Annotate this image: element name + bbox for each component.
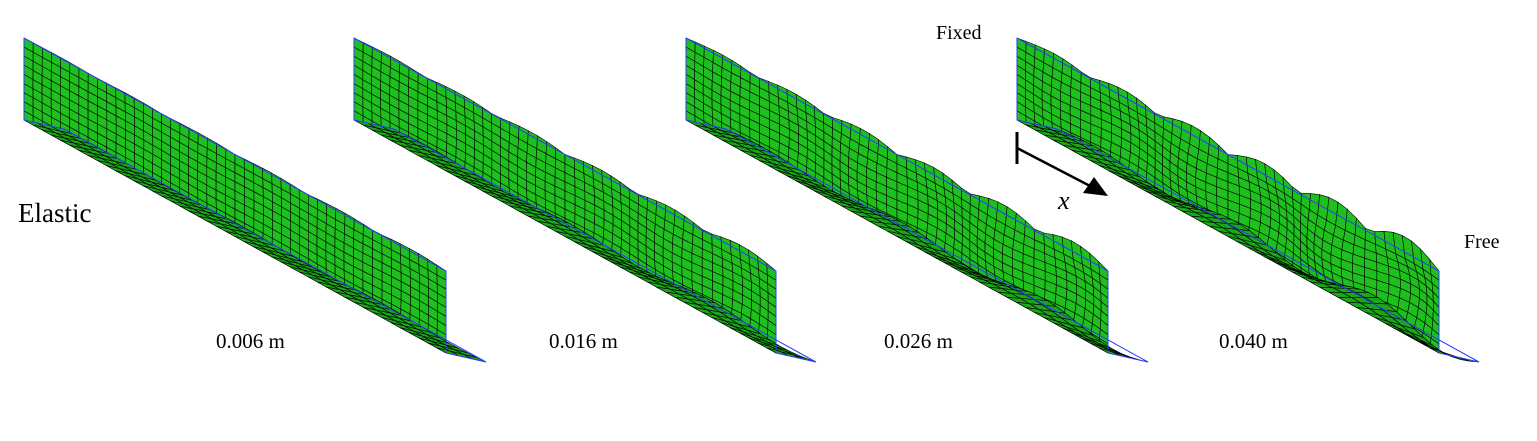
beam-mesh-3 bbox=[685, 37, 1149, 363]
axis-shaft bbox=[1016, 146, 1093, 189]
axis-arrowhead bbox=[1083, 177, 1108, 196]
reference-outline-1 bbox=[23, 37, 487, 363]
free-end-label: Free bbox=[1464, 231, 1500, 253]
displacement-label-3: 0.026 m bbox=[884, 329, 953, 353]
reference-outline-2 bbox=[353, 37, 817, 363]
material-label: Elastic bbox=[18, 198, 92, 228]
displacement-label-2: 0.016 m bbox=[549, 329, 618, 353]
fixed-end-label: Fixed bbox=[936, 22, 982, 44]
beam-mesh-2 bbox=[353, 37, 817, 363]
reference-outline-4 bbox=[1016, 37, 1480, 363]
reference-outline-3 bbox=[685, 37, 1149, 363]
displacement-label-4: 0.040 m bbox=[1219, 329, 1288, 353]
beam-mesh-4 bbox=[1016, 37, 1480, 363]
displacement-label-1: 0.006 m bbox=[216, 329, 285, 353]
x-axis-arrow bbox=[1015, 132, 1108, 196]
x-axis-label: x bbox=[1058, 186, 1070, 215]
beam-mesh-1 bbox=[23, 37, 487, 363]
